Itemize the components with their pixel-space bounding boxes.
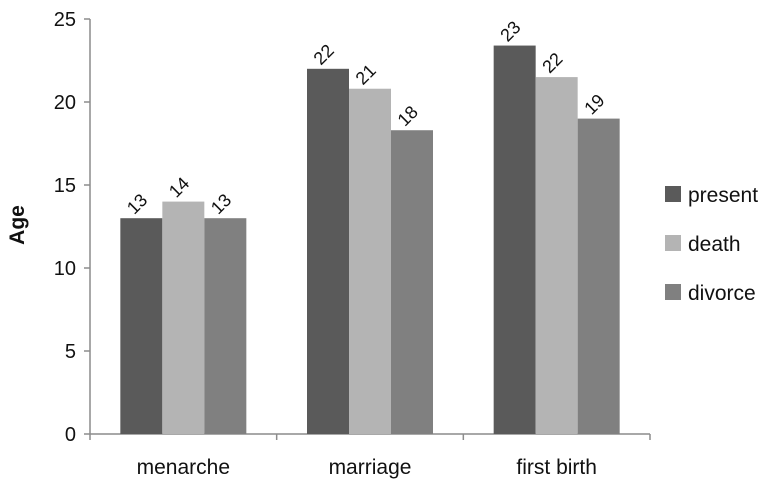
bar-divorce-first-birth xyxy=(577,118,620,434)
category-label: first birth xyxy=(516,456,597,479)
data-label: 13 xyxy=(207,190,235,218)
data-label: 19 xyxy=(580,90,608,118)
data-label: 21 xyxy=(352,60,380,88)
bar-divorce-menarche xyxy=(204,218,247,434)
y-tick-label: 5 xyxy=(65,341,76,363)
data-label: 18 xyxy=(394,102,422,130)
legend-swatch-present xyxy=(665,186,681,202)
legend-label-divorce: divorce xyxy=(688,282,756,305)
category-labels: menarche marriage first birth xyxy=(137,456,597,479)
bar-present-marriage xyxy=(307,68,349,435)
chart-legend: present death divorce xyxy=(665,184,758,305)
bar-death-menarche xyxy=(162,201,205,434)
data-label: 22 xyxy=(538,49,566,77)
bar-death-first-birth xyxy=(535,77,578,434)
y-tick-label: 0 xyxy=(65,424,76,446)
legend-swatch-death xyxy=(665,235,681,251)
category-label: marriage xyxy=(329,456,412,479)
data-label: 14 xyxy=(165,173,193,201)
bar-death-marriage xyxy=(349,88,391,434)
y-tick-label: 25 xyxy=(54,9,76,31)
data-label: 22 xyxy=(310,40,338,68)
bar-divorce-marriage xyxy=(391,130,433,434)
legend-label-death: death xyxy=(688,233,741,256)
bar-present-first-birth xyxy=(493,45,536,435)
legend-swatch-divorce xyxy=(665,284,681,300)
category-label: menarche xyxy=(137,456,230,479)
bar-present-menarche xyxy=(120,218,163,434)
data-label: 13 xyxy=(123,190,151,218)
y-tick-label: 20 xyxy=(54,92,76,114)
data-label: 23 xyxy=(496,17,524,45)
y-tick-label: 10 xyxy=(54,258,76,280)
legend-label-present: present xyxy=(688,184,758,207)
y-axis-ticks: 0 5 10 15 20 25 xyxy=(54,9,651,446)
y-axis-label: Age xyxy=(6,205,29,245)
bar-series xyxy=(120,45,620,435)
y-tick-label: 15 xyxy=(54,175,76,197)
